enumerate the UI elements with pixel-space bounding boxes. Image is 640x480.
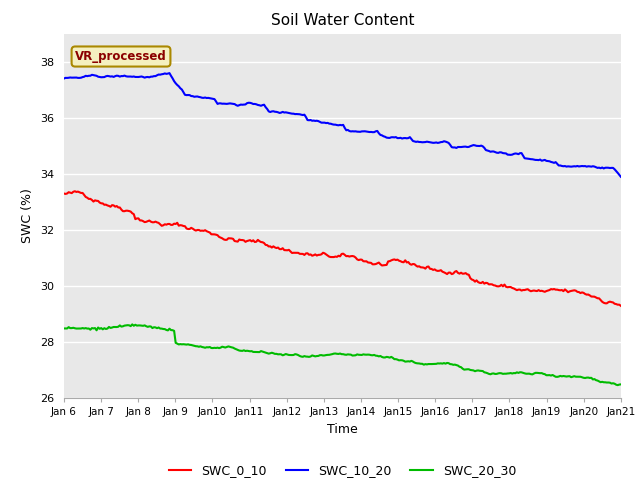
SWC_20_30 [614, 382, 621, 388]
SWC_20_30 [588, 375, 595, 381]
SWC_10_20 [228, 101, 236, 107]
SWC_20_30 [305, 354, 313, 360]
SWC_20_30 [129, 322, 136, 327]
SWC_10_20 [129, 74, 136, 80]
SWC_10_20 [617, 174, 625, 180]
SWC_20_30 [130, 323, 138, 329]
SWC_10_20 [305, 118, 313, 123]
SWC_0_10 [305, 252, 313, 258]
SWC_10_20 [588, 164, 595, 169]
X-axis label: Time: Time [327, 423, 358, 436]
Legend: SWC_0_10, SWC_10_20, SWC_20_30: SWC_0_10, SWC_10_20, SWC_20_30 [164, 459, 521, 480]
SWC_0_10 [60, 191, 68, 196]
SWC_0_10 [71, 188, 79, 194]
Line: SWC_0_10: SWC_0_10 [64, 191, 621, 306]
SWC_20_30 [246, 348, 254, 354]
SWC_10_20 [255, 102, 263, 108]
Line: SWC_10_20: SWC_10_20 [64, 73, 621, 177]
SWC_0_10 [130, 211, 138, 217]
SWC_20_30 [617, 382, 625, 387]
SWC_10_20 [166, 70, 173, 76]
Line: SWC_20_30: SWC_20_30 [64, 324, 621, 385]
SWC_0_10 [617, 303, 625, 309]
Title: Soil Water Content: Soil Water Content [271, 13, 414, 28]
SWC_10_20 [60, 76, 68, 82]
Y-axis label: SWC (%): SWC (%) [22, 189, 35, 243]
SWC_20_30 [255, 349, 263, 355]
SWC_0_10 [255, 238, 263, 244]
SWC_0_10 [228, 236, 236, 241]
SWC_20_30 [228, 345, 236, 350]
SWC_10_20 [246, 100, 254, 106]
SWC_20_30 [60, 325, 68, 331]
SWC_0_10 [246, 237, 254, 243]
Text: VR_processed: VR_processed [75, 50, 167, 63]
SWC_0_10 [588, 294, 595, 300]
